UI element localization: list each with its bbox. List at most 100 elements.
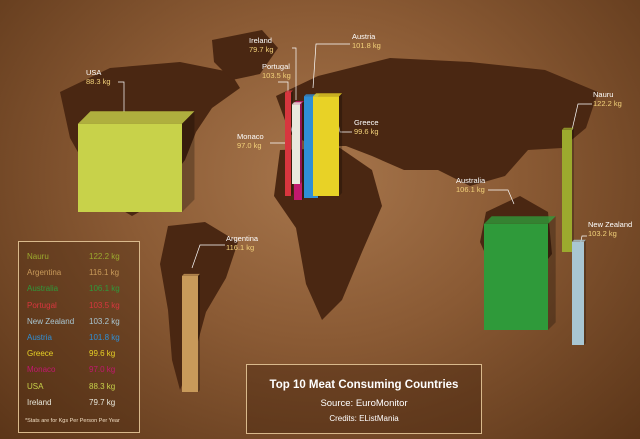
bar-top-australia [484, 216, 556, 224]
bar-side-australia [548, 216, 556, 330]
legend-country: Monaco [27, 365, 56, 375]
annotation-value: 97.0 kg [237, 141, 262, 150]
bar-nauru [562, 127, 574, 252]
bar-top-greece [313, 93, 343, 97]
bar-side-ireland [300, 102, 302, 184]
legend-value: 106.1 kg [89, 284, 120, 294]
bar-side-usa [182, 111, 195, 212]
annotation-label: USA [86, 68, 102, 77]
leader-australia [488, 189, 515, 205]
legend-country: New Zealand [27, 316, 75, 326]
legend-country: Austria [27, 333, 52, 342]
legend-row-greece: Greece 99.6 kg [27, 349, 131, 361]
annotation-portugal: Portugal 103.5 kg [262, 62, 291, 80]
legend-row-monaco: Monaco 97.0 kg [27, 365, 131, 377]
legend-row-usa: USA 88.3 kg [27, 382, 131, 394]
leader-austria [312, 43, 350, 89]
bar-top-nauru [562, 127, 574, 130]
bar-greece [313, 93, 343, 196]
legend-country: Nauru [27, 252, 49, 261]
bar-face-ireland [292, 104, 300, 184]
legend-country: Portugal [27, 300, 57, 310]
legend-row-new-zealand: New Zealand 103.2 kg [27, 317, 131, 329]
annotation-value: 99.6 kg [354, 127, 379, 136]
annotation-label: Greece [354, 118, 379, 127]
legend: Nauru 122.2 kg Argentina 116.1 kg Australia 1… [18, 241, 140, 433]
legend-row-nauru: Nauru 122.2 kg [27, 252, 131, 264]
bar-portugal [285, 90, 293, 196]
annotation-argentina: Argentina 116.1 kg [226, 234, 258, 252]
legend-row-argentina: Argentina 116.1 kg [27, 268, 131, 280]
legend-value: 99.6 kg [89, 349, 116, 359]
annotation-value: 116.1 kg [226, 243, 255, 252]
legend-value: 103.5 kg [89, 300, 120, 310]
legend-row-australia: Australia 106.1 kg [27, 284, 131, 296]
eurasia-landmass [276, 58, 598, 186]
legend-row-austria: Austria 101.8 kg [27, 333, 131, 345]
bar-side-nauru [572, 127, 574, 252]
annotation-value: 122.2 kg [593, 99, 622, 108]
chart-title: Top 10 Meat Consuming Countries [269, 379, 459, 391]
title-box: Top 10 Meat Consuming Countries Source: … [246, 364, 482, 434]
bar-top-portugal [285, 90, 293, 93]
legend-row-portugal: Portugal 103.5 kg [27, 301, 131, 313]
bar-side-argentina [198, 273, 200, 392]
annotation-austria: Austria 101.8 kg [352, 32, 381, 50]
annotation-greece: Greece 99.6 kg [354, 118, 379, 136]
leader-ireland [292, 47, 297, 100]
legend-value: 116.1 kg [89, 268, 120, 278]
bar-side-greece [339, 93, 343, 196]
annotation-label: Monaco [237, 132, 264, 141]
annotation-label: New Zealand [588, 220, 633, 229]
annotation-monaco: Monaco 97.0 kg [237, 132, 264, 150]
legend-value: 88.3 kg [89, 381, 116, 391]
annotation-label: Austria [352, 32, 376, 41]
annotation-nauru: Nauru 122.2 kg [593, 90, 622, 108]
legend-value: 103.2 kg [89, 316, 120, 326]
bar-top-ireland [292, 102, 302, 105]
annotation-value: 103.5 kg [262, 71, 291, 80]
bar-australia [484, 216, 556, 330]
legend-country: Argentina [27, 268, 62, 278]
bar-top-argentina [182, 273, 200, 276]
annotation-new-zealand: New Zealand 103.2 kg [588, 220, 632, 238]
bar-top-usa [78, 111, 195, 124]
bar-face-new-zealand [572, 241, 584, 345]
bar-face-argentina [182, 275, 198, 392]
bar-argentina [182, 273, 200, 392]
legend-row-ireland: Ireland 79.7 kg [27, 398, 131, 410]
leader-argentina [191, 244, 225, 269]
legend-country: USA [27, 381, 44, 391]
bar-side-monaco [302, 101, 304, 200]
annotation-label: Ireland [249, 36, 272, 45]
legend-value: 79.7 kg [89, 397, 116, 407]
bar-face-australia [484, 223, 548, 330]
legend-value: 97.0 kg [89, 365, 116, 375]
annotation-usa: USA 88.3 kg [86, 68, 111, 86]
legend-value: 101.8 kg [89, 333, 120, 342]
bar-face-usa [78, 123, 182, 212]
annotation-value: 101.8 kg [352, 41, 381, 50]
bar-ireland [292, 102, 302, 184]
legend-country: Greece [27, 349, 54, 359]
annotation-label: Australia [456, 176, 486, 185]
annotation-label: Argentina [226, 234, 259, 243]
legend-value: 122.2 kg [89, 252, 120, 261]
annotation-value: 88.3 kg [86, 77, 111, 86]
annotation-value: 79.7 kg [249, 45, 274, 54]
bar-usa [78, 111, 195, 212]
bar-new-zealand [572, 239, 586, 345]
bar-face-nauru [562, 129, 572, 252]
bar-face-greece [313, 96, 339, 196]
annotation-australia: Australia 106.1 kg [456, 176, 485, 194]
annotation-label: Nauru [593, 90, 614, 99]
annotation-ireland: Ireland 79.7 kg [249, 36, 274, 54]
chart-credits: Credits: EListMania [329, 414, 399, 423]
chart-source: Source: EuroMonitor [320, 398, 408, 409]
leader-nauru [571, 103, 592, 131]
leader-usa [118, 81, 125, 112]
greenland-landmass [212, 30, 278, 80]
annotation-value: 106.1 kg [456, 185, 485, 194]
